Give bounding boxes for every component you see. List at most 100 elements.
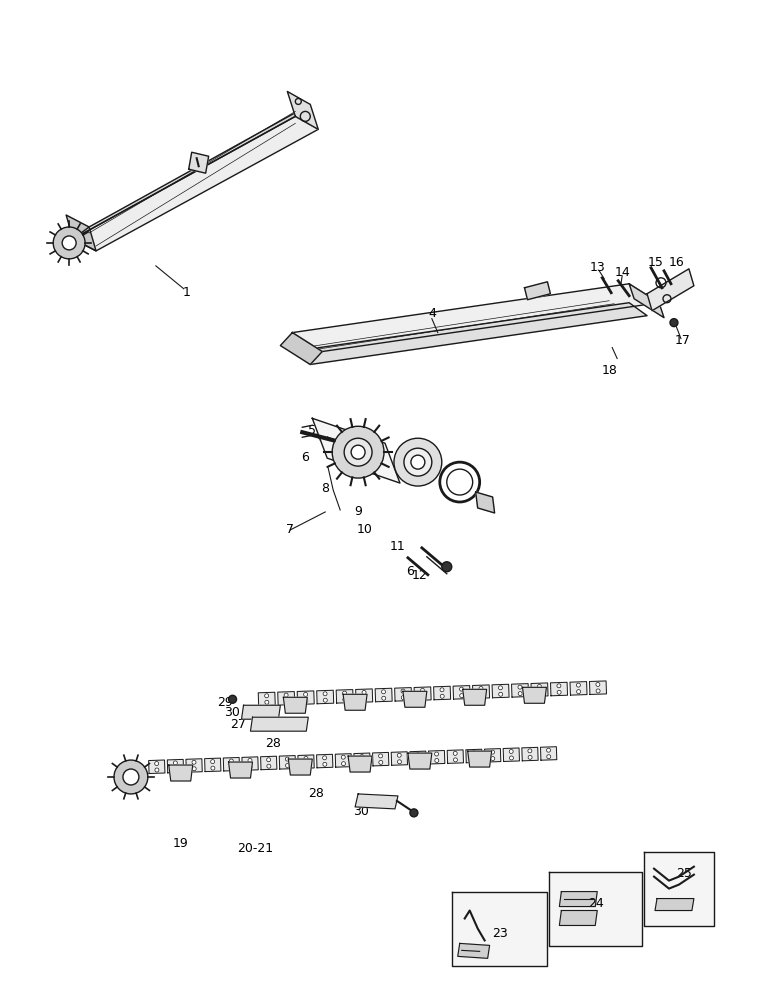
Circle shape (528, 755, 532, 759)
Circle shape (416, 753, 420, 757)
Polygon shape (522, 747, 538, 761)
Circle shape (440, 694, 444, 698)
Polygon shape (335, 754, 351, 767)
Circle shape (479, 693, 483, 697)
Text: 13: 13 (589, 261, 605, 274)
Circle shape (53, 227, 85, 259)
Circle shape (248, 758, 252, 762)
Circle shape (341, 762, 346, 766)
Circle shape (577, 683, 581, 687)
Circle shape (510, 756, 513, 760)
Polygon shape (188, 152, 208, 173)
Polygon shape (466, 749, 482, 763)
Circle shape (304, 756, 308, 760)
Circle shape (518, 692, 522, 696)
Circle shape (286, 757, 290, 761)
Polygon shape (629, 284, 664, 318)
Circle shape (63, 236, 76, 250)
Polygon shape (205, 758, 221, 772)
Text: 29: 29 (217, 696, 232, 709)
Text: 11: 11 (390, 540, 406, 553)
Polygon shape (452, 892, 547, 966)
Circle shape (211, 760, 215, 764)
Polygon shape (298, 755, 314, 768)
Circle shape (304, 763, 308, 767)
Circle shape (577, 690, 581, 694)
Polygon shape (540, 747, 557, 760)
Polygon shape (434, 686, 451, 700)
Circle shape (472, 757, 476, 761)
Circle shape (499, 692, 503, 696)
Circle shape (323, 692, 327, 696)
Polygon shape (336, 690, 353, 703)
Circle shape (323, 698, 327, 702)
Text: 27: 27 (231, 718, 246, 731)
Polygon shape (279, 756, 296, 769)
Polygon shape (531, 683, 548, 696)
Circle shape (459, 694, 464, 698)
Polygon shape (317, 754, 333, 768)
Text: 1: 1 (183, 286, 191, 299)
Polygon shape (223, 757, 239, 771)
Circle shape (323, 762, 327, 766)
Circle shape (479, 686, 483, 690)
Circle shape (154, 762, 159, 766)
Circle shape (229, 765, 233, 769)
Circle shape (490, 750, 495, 754)
Polygon shape (73, 116, 318, 251)
Polygon shape (293, 284, 659, 352)
Text: 6: 6 (301, 451, 310, 464)
Circle shape (401, 689, 405, 693)
Circle shape (670, 319, 678, 327)
Polygon shape (468, 751, 492, 767)
Polygon shape (403, 691, 427, 707)
Polygon shape (560, 892, 598, 907)
Circle shape (211, 766, 215, 770)
Polygon shape (261, 756, 277, 770)
Circle shape (344, 438, 372, 466)
Circle shape (411, 455, 425, 469)
Circle shape (557, 690, 561, 694)
Polygon shape (283, 697, 307, 713)
Circle shape (416, 759, 420, 763)
Text: 30: 30 (353, 805, 369, 818)
Text: 4: 4 (428, 307, 435, 320)
Polygon shape (394, 688, 411, 701)
Circle shape (557, 684, 561, 688)
Circle shape (155, 768, 159, 772)
Circle shape (229, 759, 233, 763)
Polygon shape (590, 681, 607, 694)
Circle shape (265, 700, 269, 704)
Polygon shape (391, 752, 408, 765)
Polygon shape (647, 269, 694, 311)
Polygon shape (169, 765, 193, 781)
Circle shape (528, 749, 532, 753)
Polygon shape (297, 691, 314, 704)
Circle shape (265, 694, 269, 698)
Polygon shape (312, 418, 400, 483)
Circle shape (343, 691, 347, 695)
Polygon shape (354, 753, 371, 767)
Polygon shape (414, 687, 431, 700)
Circle shape (381, 690, 385, 694)
Polygon shape (278, 692, 295, 705)
Circle shape (547, 748, 550, 752)
Text: 16: 16 (669, 256, 685, 269)
Polygon shape (287, 91, 318, 129)
Text: 20-21: 20-21 (238, 842, 273, 855)
Polygon shape (149, 760, 165, 774)
Circle shape (596, 682, 600, 686)
Polygon shape (476, 492, 495, 513)
Circle shape (341, 755, 345, 759)
Circle shape (547, 755, 550, 759)
Circle shape (410, 809, 418, 817)
Polygon shape (428, 751, 445, 764)
Text: 17: 17 (675, 334, 691, 347)
Polygon shape (66, 215, 96, 251)
Text: 26: 26 (355, 797, 371, 810)
Circle shape (174, 761, 178, 765)
Text: 30: 30 (224, 706, 239, 719)
Circle shape (421, 695, 425, 699)
Polygon shape (550, 872, 642, 946)
Polygon shape (186, 759, 202, 772)
